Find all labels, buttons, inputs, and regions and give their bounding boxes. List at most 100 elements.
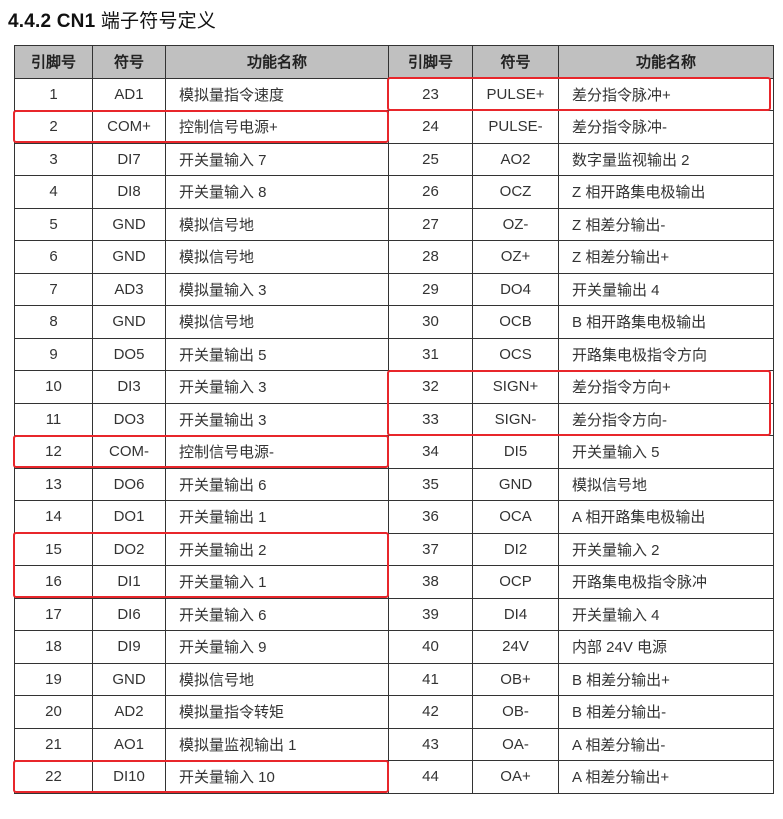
pin-cell: 9 [14, 337, 93, 371]
function-cell: A 相差分输出+ [558, 760, 774, 794]
function-cell: 开关量输出 6 [165, 467, 389, 501]
pin-cell: 35 [388, 467, 473, 501]
symbol-cell: OZ- [472, 207, 559, 241]
header-function: 功能名称 [165, 45, 389, 79]
pin-cell: 5 [14, 207, 93, 241]
symbol-cell: DO2 [92, 532, 166, 566]
table-row: 1 AD1 模拟量指令速度 23 PULSE+ 差分指令脉冲+ [14, 77, 774, 111]
pin-cell: 41 [388, 662, 473, 696]
symbol-cell: DI2 [472, 532, 559, 566]
table-row: 11 DO3 开关量输出 3 33 SIGN- 差分指令方向- [14, 402, 774, 436]
symbol-cell: COM+ [92, 110, 166, 144]
table-row: 15 DO2 开关量输出 2 37 DI2 开关量输入 2 [14, 532, 774, 566]
table-row: 5 GND 模拟信号地 27 OZ- Z 相差分输出- [14, 207, 774, 241]
function-cell: 开关量输入 7 [165, 142, 389, 176]
pin-cell: 25 [388, 142, 473, 176]
symbol-cell: DI5 [472, 435, 559, 469]
table-row: 12 COM- 控制信号电源- 34 DI5 开关量输入 5 [14, 435, 774, 469]
header-pin: 引脚号 [14, 45, 93, 79]
symbol-cell: AO1 [92, 727, 166, 761]
symbol-cell: OB+ [472, 662, 559, 696]
symbol-cell: GND [92, 305, 166, 339]
function-cell: 模拟信号地 [165, 662, 389, 696]
symbol-cell: GND [92, 240, 166, 274]
function-cell: B 相差分输出- [558, 695, 774, 729]
function-cell: 模拟信号地 [165, 305, 389, 339]
symbol-cell: OZ+ [472, 240, 559, 274]
section-number: 4.4.2 CN1 [8, 11, 96, 32]
pin-cell: 10 [14, 370, 93, 404]
table-row: 7 AD3 模拟量输入 3 29 DO4 开关量输出 4 [14, 272, 774, 306]
function-cell: 差分指令方向- [558, 402, 774, 436]
function-cell: B 相开路集电极输出 [558, 305, 774, 339]
function-cell: 差分指令方向+ [558, 370, 774, 404]
function-cell: 开路集电极指令脉冲 [558, 565, 774, 599]
symbol-cell: GND [92, 662, 166, 696]
section-title-text: 端子符号定义 [100, 11, 217, 32]
function-cell: 开关量输入 6 [165, 597, 389, 631]
symbol-cell: OCZ [472, 175, 559, 209]
pin-cell: 31 [388, 337, 473, 371]
function-cell: Z 相开路集电极输出 [558, 175, 774, 209]
pin-cell: 14 [14, 500, 93, 534]
symbol-cell: PULSE+ [472, 77, 559, 111]
pin-cell: 13 [14, 467, 93, 501]
table-row: 22 DI10 开关量输入 10 44 OA+ A 相差分输出+ [14, 760, 774, 794]
table-row: 16 DI1 开关量输入 1 38 OCP 开路集电极指令脉冲 [14, 565, 774, 599]
function-cell: 开关量输入 4 [558, 597, 774, 631]
pin-cell: 34 [388, 435, 473, 469]
symbol-cell: AO2 [472, 142, 559, 176]
table-row: 17 DI6 开关量输入 6 39 DI4 开关量输入 4 [14, 597, 774, 631]
pin-cell: 3 [14, 142, 93, 176]
function-cell: 开关量输出 4 [558, 272, 774, 306]
symbol-cell: OCA [472, 500, 559, 534]
pin-cell: 19 [14, 662, 93, 696]
header-pin: 引脚号 [388, 45, 473, 79]
function-cell: 模拟量指令转矩 [165, 695, 389, 729]
table-row: 14 DO1 开关量输出 1 36 OCA A 相开路集电极输出 [14, 500, 774, 534]
symbol-cell: AD1 [92, 77, 166, 111]
pin-cell: 8 [14, 305, 93, 339]
pin-cell: 36 [388, 500, 473, 534]
pin-cell: 15 [14, 532, 93, 566]
symbol-cell: DI9 [92, 630, 166, 664]
table-row: 4 DI8 开关量输入 8 26 OCZ Z 相开路集电极输出 [14, 175, 774, 209]
function-cell: 模拟信号地 [165, 240, 389, 274]
table-row: 6 GND 模拟信号地 28 OZ+ Z 相差分输出+ [14, 240, 774, 274]
pin-cell: 30 [388, 305, 473, 339]
table-row: 19 GND 模拟信号地 41 OB+ B 相差分输出+ [14, 662, 774, 696]
pin-cell: 29 [388, 272, 473, 306]
pin-cell: 22 [14, 760, 93, 794]
function-cell: 开关量输出 5 [165, 337, 389, 371]
function-cell: 开关量输入 10 [165, 760, 389, 794]
symbol-cell: DI1 [92, 565, 166, 599]
function-cell: 控制信号电源+ [165, 110, 389, 144]
symbol-cell: DI7 [92, 142, 166, 176]
pin-cell: 28 [388, 240, 473, 274]
function-cell: 开路集电极指令方向 [558, 337, 774, 371]
pin-cell: 42 [388, 695, 473, 729]
function-cell: 数字量监视输出 2 [558, 142, 774, 176]
pin-cell: 4 [14, 175, 93, 209]
header-symbol: 符号 [92, 45, 166, 79]
pin-cell: 16 [14, 565, 93, 599]
pin-cell: 7 [14, 272, 93, 306]
function-cell: 差分指令脉冲+ [558, 77, 774, 111]
symbol-cell: AD3 [92, 272, 166, 306]
symbol-cell: DO5 [92, 337, 166, 371]
function-cell: 内部 24V 电源 [558, 630, 774, 664]
symbol-cell: DI10 [92, 760, 166, 794]
function-cell: A 相开路集电极输出 [558, 500, 774, 534]
table-row: 21 AO1 模拟量监视输出 1 43 OA- A 相差分输出- [14, 727, 774, 761]
symbol-cell: DI4 [472, 597, 559, 631]
symbol-cell: DO4 [472, 272, 559, 306]
table-row: 9 DO5 开关量输出 5 31 OCS 开路集电极指令方向 [14, 337, 774, 371]
pin-definition-table: 引脚号 符号 功能名称 引脚号 符号 功能名称 1 AD1 模拟量指令速度 23 PUL… [14, 45, 774, 794]
function-cell: 开关量输出 3 [165, 402, 389, 436]
section-title: 4.4.2 CN1 端子符号定义 [8, 6, 216, 33]
symbol-cell: GND [472, 467, 559, 501]
function-cell: B 相差分输出+ [558, 662, 774, 696]
pin-cell: 24 [388, 110, 473, 144]
symbol-cell: SIGN- [472, 402, 559, 436]
function-cell: 模拟信号地 [558, 467, 774, 501]
